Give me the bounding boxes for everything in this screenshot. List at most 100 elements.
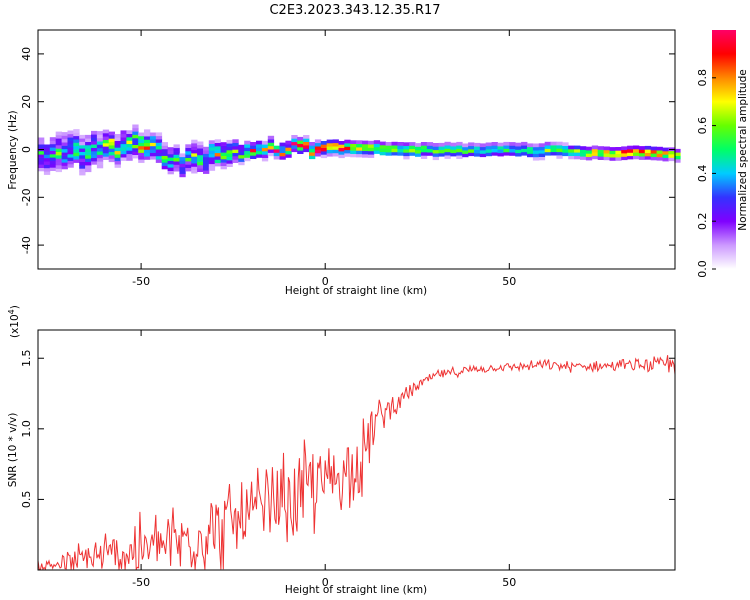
heatmap-cell xyxy=(544,141,551,146)
heatmap-cell xyxy=(356,147,363,151)
heatmap-cell xyxy=(38,157,45,162)
heatmap-cell xyxy=(432,153,439,157)
heatmap-cell xyxy=(220,145,227,150)
heatmap-cell xyxy=(197,144,204,149)
heatmap-cell xyxy=(585,153,593,157)
heatmap-cell xyxy=(185,157,192,162)
heatmap-cell xyxy=(161,145,168,150)
heatmap-cell xyxy=(485,145,492,150)
heatmap-cell xyxy=(674,159,681,163)
heatmap-cell xyxy=(114,147,121,152)
heatmap-cell xyxy=(208,143,216,148)
heatmap-cell xyxy=(397,152,404,156)
heatmap-cell xyxy=(73,132,80,137)
heatmap-cell xyxy=(591,145,599,150)
heatmap-cell xyxy=(38,137,45,142)
heatmap-cell xyxy=(167,163,174,168)
heatmap-cell xyxy=(220,152,227,156)
heatmap-cell xyxy=(138,149,145,153)
heatmap-cell xyxy=(367,147,375,152)
heatmap-cell xyxy=(43,164,51,169)
heatmap-cell xyxy=(43,147,51,152)
colorbar-gradient xyxy=(712,30,736,269)
heatmap-cell xyxy=(120,143,127,148)
heatmap-cell xyxy=(214,142,221,147)
heatmap-cell xyxy=(668,157,675,162)
heatmap-cell xyxy=(574,148,581,153)
heatmap-cell xyxy=(261,151,269,155)
heatmap-cell xyxy=(338,144,345,148)
heatmap-cell xyxy=(49,147,57,151)
heatmap-cell xyxy=(208,140,216,144)
heatmap-cell xyxy=(250,152,257,156)
heatmap-cell xyxy=(385,145,392,149)
heatmap-cell xyxy=(85,155,92,159)
heatmap-cell xyxy=(79,151,86,156)
heatmap-cell xyxy=(167,147,174,151)
heatmap-cell xyxy=(155,145,163,150)
heatmap-cell xyxy=(314,152,322,157)
spectrogram-xtick-label: -50 xyxy=(132,275,150,288)
heatmap-cell xyxy=(627,149,634,153)
heatmap-cell xyxy=(73,152,80,157)
heatmap-cell xyxy=(415,153,422,157)
heatmap-cell xyxy=(232,159,239,163)
heatmap-cell xyxy=(108,148,115,152)
heatmap-cell xyxy=(509,152,516,156)
heatmap-cell xyxy=(462,143,469,148)
heatmap-cell xyxy=(214,149,221,154)
heatmap-cell xyxy=(49,157,57,161)
heatmap-cell xyxy=(79,171,86,176)
heatmap-cell xyxy=(55,168,62,173)
heatmap-cell xyxy=(297,150,304,154)
heatmap-cell xyxy=(279,142,286,147)
heatmap-cell xyxy=(67,160,74,165)
spectrogram-xtick-label: 50 xyxy=(502,275,516,288)
heatmap-cell xyxy=(38,160,45,165)
heatmap-cell xyxy=(85,134,92,139)
heatmap-cell xyxy=(55,165,62,169)
heatmap-cell xyxy=(527,143,534,148)
heatmap-cell xyxy=(79,155,86,159)
heatmap-cell xyxy=(120,157,127,161)
heatmap-cell xyxy=(367,154,375,158)
heatmap-cell xyxy=(132,141,139,145)
heatmap-cell xyxy=(144,156,151,160)
heatmap-cell xyxy=(203,156,210,161)
heatmap-cell xyxy=(244,144,251,148)
heatmap-cell xyxy=(644,152,652,157)
heatmap-cell xyxy=(438,146,445,150)
heatmap-cell xyxy=(662,157,669,162)
heatmap-cell xyxy=(438,152,445,157)
heatmap-cell xyxy=(509,148,516,153)
heatmap-cell xyxy=(73,145,80,150)
heatmap-cell xyxy=(173,147,180,152)
spectrogram-ticks: -50 0 50 -40 -20 0 20 40 xyxy=(20,30,675,288)
heatmap-cell xyxy=(515,142,522,147)
heatmap-cell xyxy=(185,151,192,155)
heatmap-cell xyxy=(350,150,357,154)
heatmap-cell xyxy=(179,173,186,178)
heatmap-cell xyxy=(102,142,110,147)
heatmap-cell xyxy=(556,141,563,146)
colorbar-tick-label: 0.0 xyxy=(696,260,709,278)
heatmap-cell xyxy=(314,146,322,150)
heatmap-cell xyxy=(173,164,180,169)
heatmap-cell xyxy=(550,141,557,146)
heatmap-cell xyxy=(120,153,127,158)
heatmap-cell xyxy=(108,141,115,146)
heatmap-cell xyxy=(432,143,439,147)
heatmap-cell xyxy=(373,150,381,154)
heatmap-cell xyxy=(250,155,257,159)
heatmap-cell xyxy=(55,134,62,139)
heatmap-cell xyxy=(79,165,86,169)
heatmap-cell xyxy=(167,170,174,175)
heatmap-cell xyxy=(126,157,133,161)
heatmap-cell xyxy=(214,162,221,167)
heatmap-cell xyxy=(556,145,563,149)
heatmap-cell xyxy=(309,145,316,150)
heatmap-cell xyxy=(426,142,434,146)
heatmap-cell xyxy=(397,148,404,153)
heatmap-cell xyxy=(303,148,310,153)
heatmap-cell xyxy=(96,164,104,169)
